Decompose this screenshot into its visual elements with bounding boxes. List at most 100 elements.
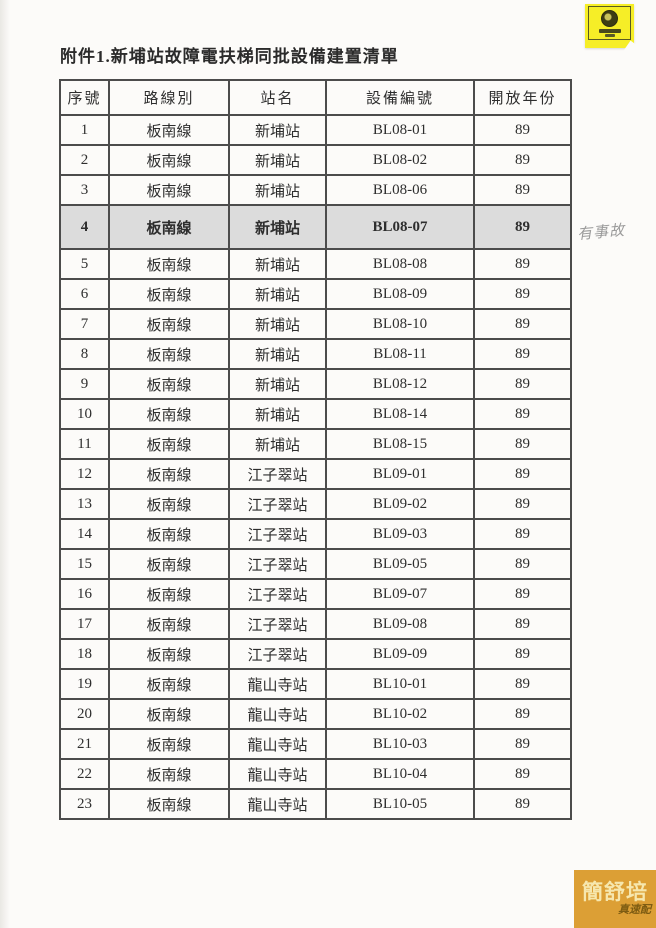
cell-station: 江子翠站 — [228, 458, 327, 490]
watermark-badge: 簡舒培 真速配 — [574, 870, 656, 928]
table-row: 10 板南線 新埔站 BL08-14 89 — [59, 398, 572, 430]
cell-station: 江子翠站 — [228, 578, 327, 610]
cell-equipment_id: BL09-05 — [325, 548, 475, 580]
cell-station: 江子翠站 — [228, 518, 327, 550]
cell-station: 新埔站 — [228, 114, 327, 146]
cell-equipment_id: BL09-02 — [325, 488, 475, 520]
cell-no: 8 — [59, 338, 110, 370]
cell-equipment_id: BL08-08 — [325, 248, 475, 280]
table-row: 18 板南線 江子翠站 BL09-09 89 — [59, 638, 572, 670]
watermark-name: 簡舒培 — [582, 880, 648, 904]
cell-year: 89 — [473, 278, 572, 310]
cell-station: 新埔站 — [228, 248, 327, 280]
cell-year: 89 — [473, 248, 572, 280]
cell-year: 89 — [473, 518, 572, 550]
cell-station: 新埔站 — [228, 204, 327, 250]
cell-no: 14 — [59, 518, 110, 550]
cell-equipment_id: BL08-06 — [325, 174, 475, 206]
cell-equipment_id: BL09-07 — [325, 578, 475, 610]
page-title: 附件1.新埔站故障電扶梯同批設備建置清單 — [60, 47, 399, 66]
sticker-pointer-tail — [623, 40, 641, 58]
cell-equipment_id: BL10-03 — [325, 728, 475, 760]
cell-line: 板南線 — [108, 398, 230, 430]
cell-line: 板南線 — [108, 114, 230, 146]
cell-year: 89 — [473, 728, 572, 760]
cell-no: 10 — [59, 398, 110, 430]
cell-equipment_id: BL08-15 — [325, 428, 475, 460]
table-row: 4 板南線 新埔站 BL08-07 89 — [59, 204, 572, 250]
cell-line: 板南線 — [108, 278, 230, 310]
cell-equipment_id: BL08-14 — [325, 398, 475, 430]
cell-line: 板南線 — [108, 638, 230, 670]
cell-no: 9 — [59, 368, 110, 400]
cell-no: 15 — [59, 548, 110, 580]
cell-no: 7 — [59, 308, 110, 340]
cell-line: 板南線 — [108, 338, 230, 370]
table-row: 23 板南線 龍山寺站 BL10-05 89 — [59, 788, 572, 820]
cell-station: 龍山寺站 — [228, 668, 327, 700]
cell-station: 新埔站 — [228, 278, 327, 310]
cell-line: 板南線 — [108, 578, 230, 610]
equipment-table: 序號 路線別 站名 設備編號 開放年份 1 板南線 新埔站 BL08-01 89 2 板南線 新埔站 B… — [59, 79, 572, 820]
cell-station: 龍山寺站 — [228, 788, 327, 820]
cell-no: 17 — [59, 608, 110, 640]
cell-line: 板南線 — [108, 668, 230, 700]
cell-year: 89 — [473, 638, 572, 670]
cell-year: 89 — [473, 368, 572, 400]
table-row: 5 板南線 新埔站 BL08-08 89 — [59, 248, 572, 280]
cell-equipment_id: BL08-11 — [325, 338, 475, 370]
cell-no: 6 — [59, 278, 110, 310]
table-row: 6 板南線 新埔站 BL08-09 89 — [59, 278, 572, 310]
cell-station: 龍山寺站 — [228, 698, 327, 730]
table-row: 12 板南線 江子翠站 BL09-01 89 — [59, 458, 572, 490]
cell-line: 板南線 — [108, 174, 230, 206]
cell-station: 江子翠站 — [228, 608, 327, 640]
sticker-frame — [588, 6, 631, 40]
column-header: 開放年份 — [473, 79, 572, 116]
cell-line: 板南線 — [108, 488, 230, 520]
cell-equipment_id: BL09-09 — [325, 638, 475, 670]
table-row: 7 板南線 新埔站 BL08-10 89 — [59, 308, 572, 340]
cell-line: 板南線 — [108, 698, 230, 730]
cell-station: 江子翠站 — [228, 638, 327, 670]
cell-station: 龍山寺站 — [228, 758, 327, 790]
cell-no: 1 — [59, 114, 110, 146]
cell-no: 20 — [59, 698, 110, 730]
cell-equipment_id: BL08-10 — [325, 308, 475, 340]
cell-equipment_id: BL10-02 — [325, 698, 475, 730]
cell-station: 江子翠站 — [228, 488, 327, 520]
table-row: 2 板南線 新埔站 BL08-02 89 — [59, 144, 572, 176]
cell-equipment_id: BL10-05 — [325, 788, 475, 820]
cell-year: 89 — [473, 488, 572, 520]
seal-icon — [601, 9, 618, 27]
cell-no: 18 — [59, 638, 110, 670]
cell-line: 板南線 — [108, 144, 230, 176]
table-row: 17 板南線 江子翠站 BL09-08 89 — [59, 608, 572, 640]
table-row: 15 板南線 江子翠站 BL09-05 89 — [59, 548, 572, 580]
cell-station: 江子翠站 — [228, 548, 327, 580]
cell-line: 板南線 — [108, 248, 230, 280]
table-row: 3 板南線 新埔站 BL08-06 89 — [59, 174, 572, 206]
cell-station: 新埔站 — [228, 174, 327, 206]
table-row: 14 板南線 江子翠站 BL09-03 89 — [59, 518, 572, 550]
cell-year: 89 — [473, 578, 572, 610]
sticker-caption — [598, 28, 621, 33]
cell-equipment_id: BL08-12 — [325, 368, 475, 400]
cell-year: 89 — [473, 788, 572, 820]
cell-station: 新埔站 — [228, 338, 327, 370]
cell-station: 新埔站 — [228, 308, 327, 340]
cell-year: 89 — [473, 458, 572, 490]
cell-equipment_id: BL08-01 — [325, 114, 475, 146]
column-header: 序號 — [59, 79, 110, 116]
table-row: 22 板南線 龍山寺站 BL10-04 89 — [59, 758, 572, 790]
cell-year: 89 — [473, 204, 572, 250]
cell-no: 2 — [59, 144, 110, 176]
table-row: 1 板南線 新埔站 BL08-01 89 — [59, 114, 572, 146]
cell-no: 11 — [59, 428, 110, 460]
column-header: 設備編號 — [325, 79, 475, 116]
cell-year: 89 — [473, 114, 572, 146]
cell-line: 板南線 — [108, 728, 230, 760]
cell-no: 5 — [59, 248, 110, 280]
cell-equipment_id: BL09-03 — [325, 518, 475, 550]
